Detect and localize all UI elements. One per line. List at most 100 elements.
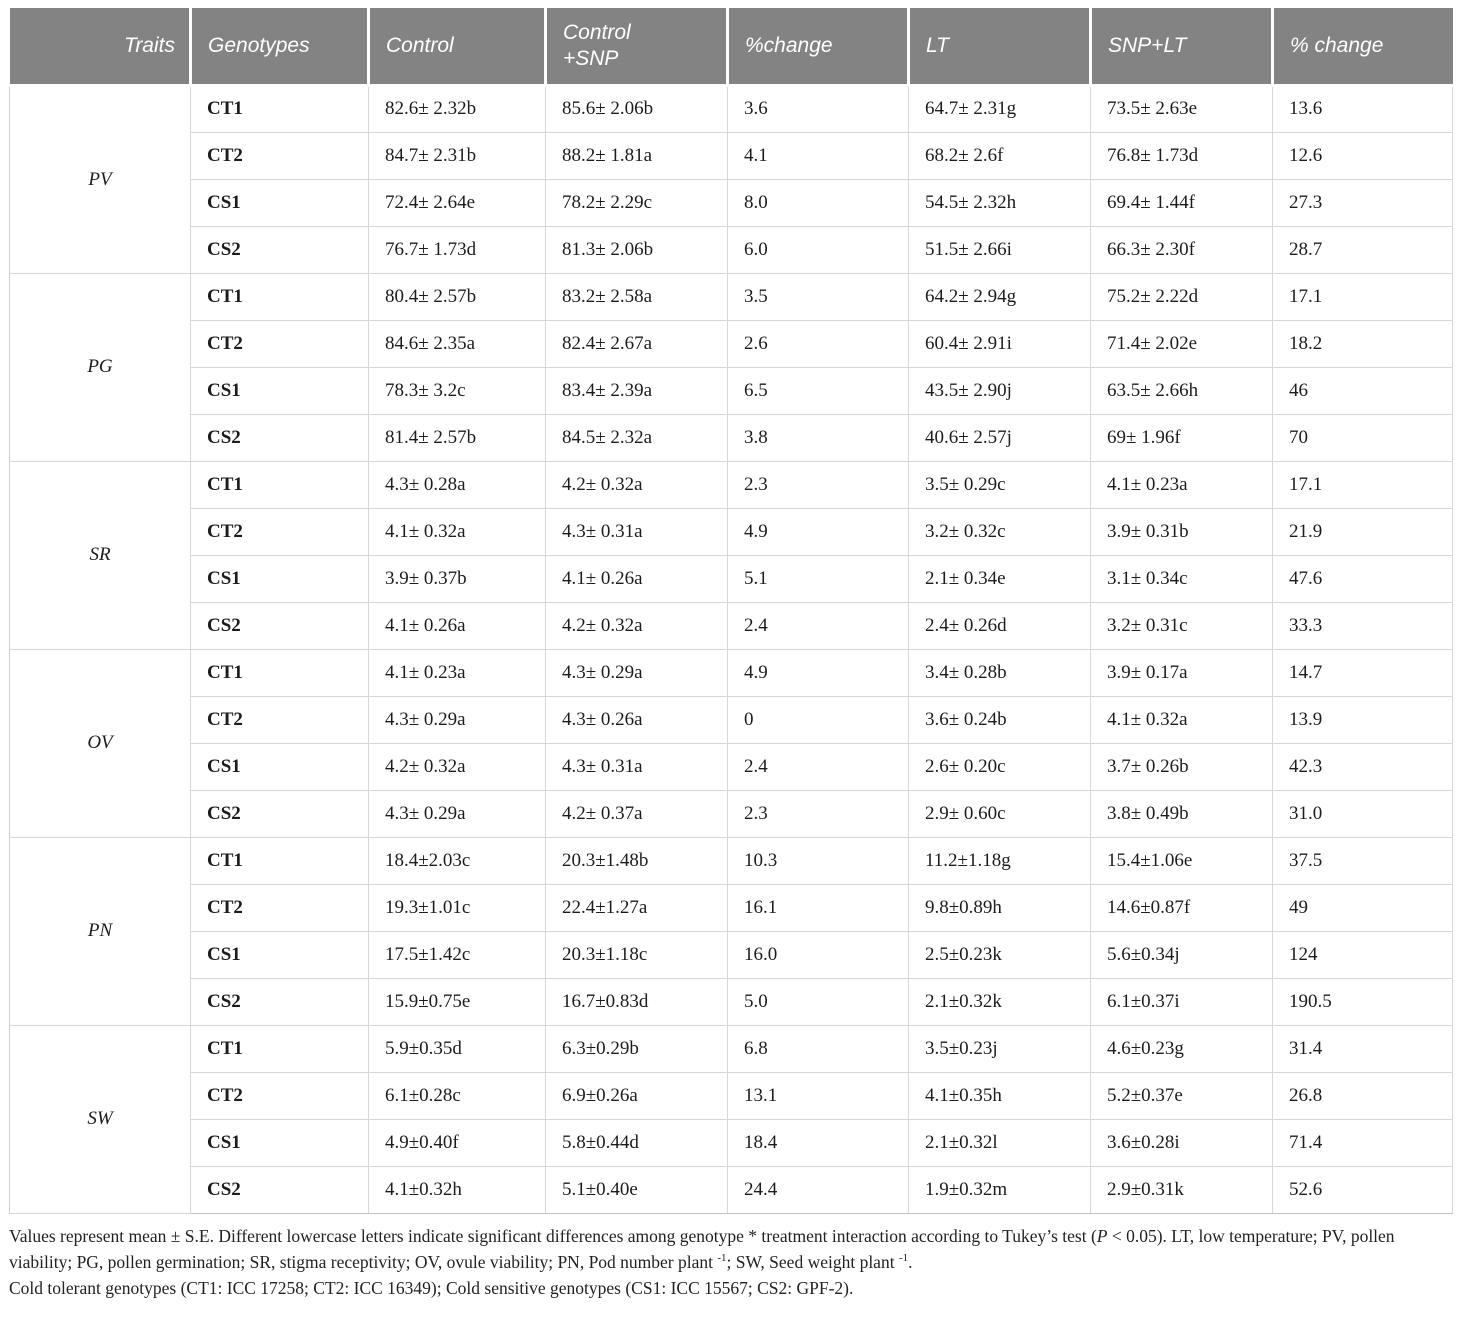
value-cell: 22.4±1.27a bbox=[545, 883, 728, 932]
value-cell: 3.8± 0.49b bbox=[1090, 789, 1273, 838]
value-cell: 6.0 bbox=[727, 225, 909, 274]
genotype-cell: CS2 bbox=[190, 601, 369, 650]
value-cell: 24.4 bbox=[727, 1165, 909, 1214]
value-cell: 6.5 bbox=[727, 366, 909, 415]
trait-cell-pv: PV bbox=[9, 84, 191, 274]
value-cell: 6.1±0.37i bbox=[1090, 977, 1273, 1026]
trait-cell-ov: OV bbox=[9, 648, 191, 838]
value-cell: 81.3± 2.06b bbox=[545, 225, 728, 274]
value-cell: 4.3± 0.29a bbox=[368, 695, 546, 744]
superscript-text: -1 bbox=[898, 1251, 909, 1264]
value-cell: 2.4 bbox=[727, 742, 909, 791]
header-pct-change-2: % change bbox=[1271, 8, 1453, 87]
value-cell: 17.1 bbox=[1272, 460, 1453, 509]
value-cell: 64.7± 2.31g bbox=[908, 84, 1091, 133]
value-cell: 2.1±0.32k bbox=[908, 977, 1091, 1026]
value-cell: 3.4± 0.28b bbox=[908, 648, 1091, 697]
value-cell: 4.1± 0.23a bbox=[368, 648, 546, 697]
value-cell: 84.6± 2.35a bbox=[368, 319, 546, 368]
value-cell: 17.1 bbox=[1272, 272, 1453, 321]
value-cell: 69.4± 1.44f bbox=[1090, 178, 1273, 227]
value-cell: 76.8± 1.73d bbox=[1090, 131, 1273, 180]
table-row: CT2 4.3± 0.29a 4.3± 0.26a 0 3.6± 0.24b 4.1± 0… bbox=[10, 695, 1453, 744]
trait-cell-pg: PG bbox=[9, 272, 191, 462]
value-cell: 72.4± 2.64e bbox=[368, 178, 546, 227]
value-cell: 3.7± 0.26b bbox=[1090, 742, 1273, 791]
value-cell: 84.7± 2.31b bbox=[368, 131, 546, 180]
value-cell: 4.2± 0.32a bbox=[545, 601, 728, 650]
value-cell: 82.4± 2.67a bbox=[545, 319, 728, 368]
genotype-cell: CT1 bbox=[190, 272, 369, 321]
table-row: CS1 78.3± 3.2c 83.4± 2.39a 6.5 43.5± 2.90j 63… bbox=[10, 366, 1453, 415]
table-row: CT2 4.1± 0.32a 4.3± 0.31a 4.9 3.2± 0.32c 3.9±… bbox=[10, 507, 1453, 556]
value-cell: 26.8 bbox=[1272, 1071, 1453, 1120]
table-footnotes: Values represent mean ± S.E. Different l… bbox=[9, 1223, 1456, 1301]
value-cell: 4.9±0.40f bbox=[368, 1118, 546, 1167]
value-cell: 84.5± 2.32a bbox=[545, 413, 728, 462]
value-cell: 5.8±0.44d bbox=[545, 1118, 728, 1167]
value-cell: 11.2±1.18g bbox=[908, 836, 1091, 885]
value-cell: 2.9± 0.60c bbox=[908, 789, 1091, 838]
value-cell: 6.3±0.29b bbox=[545, 1024, 728, 1073]
value-cell: 54.5± 2.32h bbox=[908, 178, 1091, 227]
footnote-text-segment: Values represent mean ± S.E. Different l… bbox=[9, 1225, 1097, 1246]
value-cell: 5.9±0.35d bbox=[368, 1024, 546, 1073]
value-cell: 63.5± 2.66h bbox=[1090, 366, 1273, 415]
value-cell: 13.1 bbox=[727, 1071, 909, 1120]
value-cell: 2.6± 0.20c bbox=[908, 742, 1091, 791]
value-cell: 3.5± 0.29c bbox=[908, 460, 1091, 509]
value-cell: 4.2± 0.37a bbox=[545, 789, 728, 838]
table-row: PV CT1 82.6± 2.32b 85.6± 2.06b 3.6 64.7± 2.31… bbox=[9, 84, 1453, 274]
value-cell: 85.6± 2.06b bbox=[545, 84, 728, 133]
value-cell: 4.1±0.35h bbox=[908, 1071, 1091, 1120]
trait-cell-sw: SW bbox=[9, 1024, 191, 1214]
value-cell: 3.2± 0.32c bbox=[908, 507, 1091, 556]
value-cell: 18.4 bbox=[727, 1118, 909, 1167]
footnote-text-segment: . bbox=[908, 1251, 913, 1272]
value-cell: 83.2± 2.58a bbox=[545, 272, 728, 321]
value-cell: 4.3± 0.29a bbox=[368, 789, 546, 838]
value-cell: 60.4± 2.91i bbox=[908, 319, 1091, 368]
value-cell: 28.7 bbox=[1272, 225, 1453, 274]
value-cell: 3.5 bbox=[727, 272, 909, 321]
value-cell: 2.3 bbox=[727, 460, 909, 509]
table-row: PG CT1 80.4± 2.57b 83.2± 2.58a 3.5 64.2± 2.94… bbox=[9, 272, 1453, 462]
value-cell: 6.8 bbox=[727, 1024, 909, 1073]
value-cell: 71.4 bbox=[1272, 1118, 1453, 1167]
value-cell: 70 bbox=[1272, 413, 1453, 462]
value-cell: 0 bbox=[727, 695, 909, 744]
genotype-cell: CS1 bbox=[190, 1118, 369, 1167]
table-row: CT2 6.1±0.28c 6.9±0.26a 13.1 4.1±0.35h 5.2±0.… bbox=[10, 1071, 1453, 1120]
value-cell: 3.9± 0.37b bbox=[368, 554, 546, 603]
genotype-cell: CS1 bbox=[190, 366, 369, 415]
value-cell: 2.1±0.32l bbox=[908, 1118, 1091, 1167]
value-cell: 3.1± 0.34c bbox=[1090, 554, 1273, 603]
genotype-cell: CT2 bbox=[190, 507, 369, 556]
value-cell: 4.1± 0.32a bbox=[368, 507, 546, 556]
header-traits: Traits bbox=[9, 8, 191, 87]
trait-cell-pn: PN bbox=[9, 836, 191, 1026]
genotype-cell: CS2 bbox=[190, 225, 369, 274]
table-row: CT2 19.3±1.01c 22.4±1.27a 16.1 9.8±0.89h 14.6… bbox=[10, 883, 1453, 932]
genotype-cell: CT2 bbox=[190, 695, 369, 744]
value-cell: 5.2±0.37e bbox=[1090, 1071, 1273, 1120]
results-table: Traits Genotypes Control Control +SNP %c… bbox=[9, 8, 1453, 1214]
value-cell: 4.9 bbox=[727, 648, 909, 697]
value-cell: 4.3± 0.26a bbox=[545, 695, 728, 744]
value-cell: 3.8 bbox=[727, 413, 909, 462]
value-cell: 190.5 bbox=[1272, 977, 1453, 1026]
table-body: PV CT1 82.6± 2.32b 85.6± 2.06b 3.6 64.7± 2.31… bbox=[9, 84, 1453, 1214]
genotype-cell: CT1 bbox=[190, 460, 369, 509]
footnote-text-segment: ; SW, Seed weight plant bbox=[726, 1251, 899, 1272]
value-cell: 68.2± 2.6f bbox=[908, 131, 1091, 180]
table-row: CS1 3.9± 0.37b 4.1± 0.26a 5.1 2.1± 0.34e 3.1±… bbox=[10, 554, 1453, 603]
value-cell: 76.7± 1.73d bbox=[368, 225, 546, 274]
value-cell: 20.3±1.18c bbox=[545, 930, 728, 979]
genotype-cell: CS1 bbox=[190, 178, 369, 227]
value-cell: 31.0 bbox=[1272, 789, 1453, 838]
value-cell: 124 bbox=[1272, 930, 1453, 979]
table-row: CS2 4.1±0.32h 5.1±0.40e 24.4 1.9±0.32m 2.9±0.… bbox=[10, 1165, 1453, 1214]
value-cell: 19.3±1.01c bbox=[368, 883, 546, 932]
table-row: SR CT1 4.3± 0.28a 4.2± 0.32a 2.3 3.5± 0.29c 4.… bbox=[9, 460, 1453, 650]
genotype-cell: CS1 bbox=[190, 554, 369, 603]
